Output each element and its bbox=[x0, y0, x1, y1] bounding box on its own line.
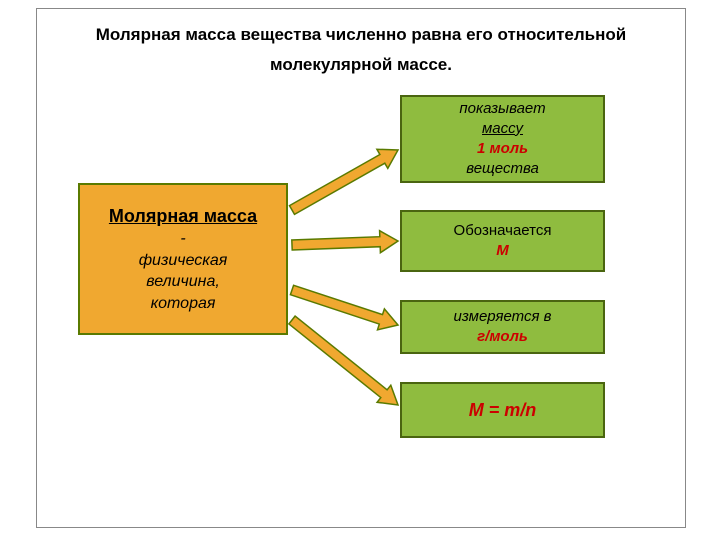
slide-title: Молярная масса вещества численно равна е… bbox=[36, 20, 686, 80]
title-line2: молекулярной массе. bbox=[270, 55, 452, 74]
main-line2: величина, bbox=[146, 271, 220, 293]
green-box-shows-mass-line-2: 1 моль bbox=[477, 139, 528, 159]
green-box-measured: измеряется вг/моль bbox=[400, 300, 605, 354]
green-box-denoted: ОбозначаетсяM bbox=[400, 210, 605, 272]
green-box-shows-mass: показываетмассу1 мольвещества bbox=[400, 95, 605, 183]
green-box-denoted-line-0: Обозначается bbox=[454, 221, 552, 241]
main-concept-box: Молярная масса - физическая величина, ко… bbox=[78, 183, 288, 335]
title-line1: Молярная масса вещества численно равна е… bbox=[96, 25, 627, 44]
green-box-denoted-line-1: M bbox=[496, 241, 509, 261]
main-dash: - bbox=[180, 228, 185, 250]
green-box-shows-mass-line-0: показывает bbox=[459, 99, 545, 119]
green-box-shows-mass-line-1: массу bbox=[482, 119, 523, 139]
main-line1: физическая bbox=[139, 250, 228, 272]
green-box-formula-line-0: M = m/n bbox=[469, 398, 537, 422]
main-line3: которая bbox=[151, 293, 216, 315]
green-box-measured-line-0: измеряется в bbox=[454, 307, 552, 327]
green-box-formula: M = m/n bbox=[400, 382, 605, 438]
main-heading: Молярная масса bbox=[109, 204, 257, 228]
green-box-shows-mass-line-3: вещества bbox=[466, 159, 539, 179]
green-box-measured-line-1: г/моль bbox=[477, 327, 528, 347]
main-heading-text: Молярная масса bbox=[109, 206, 257, 226]
